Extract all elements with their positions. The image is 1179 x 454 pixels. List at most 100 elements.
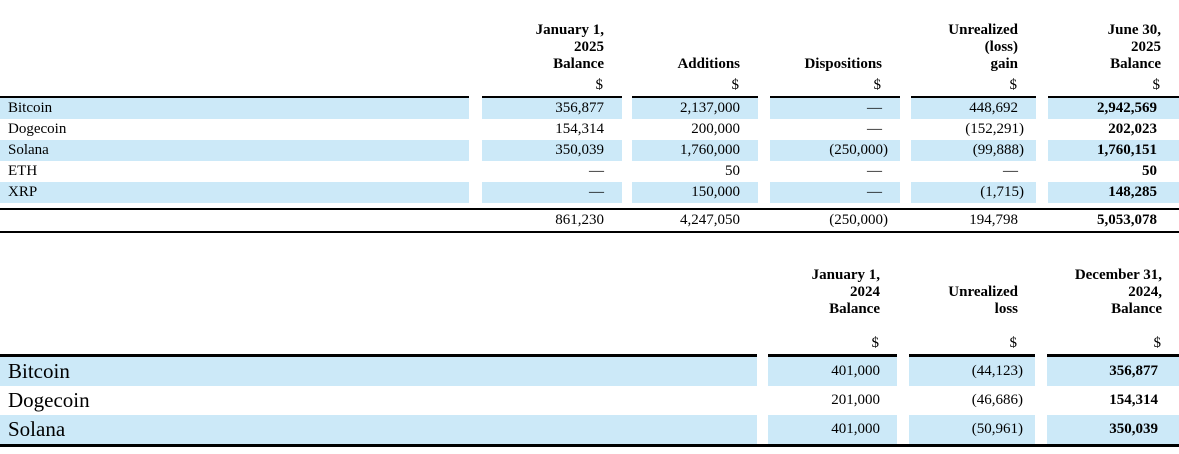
total-value: 4,247,050 xyxy=(632,208,758,233)
column-spacer xyxy=(758,73,770,97)
crypto-balances-table-2024: January 1, 2024 Balance Unrealized loss Decem… xyxy=(0,259,1179,447)
header-row: January 1, 2024 Balance Unrealized loss Decem… xyxy=(0,259,1179,318)
currency-row: $ $ $ xyxy=(0,318,1179,357)
column-header-line: Dispositions xyxy=(804,56,882,72)
cell-value: (152,291) xyxy=(965,121,1024,137)
table-row: Dogecoin 201,000 (46,686) 154,314 xyxy=(0,386,1179,415)
column-spacer xyxy=(900,140,911,161)
total-value: 861,230 xyxy=(482,208,622,233)
column-spacer xyxy=(757,355,768,386)
column-header: January 1, 2025 Balance xyxy=(482,14,622,73)
currency-label-cell xyxy=(0,318,757,357)
currency-symbol: $ xyxy=(768,318,897,357)
currency-symbol: $ xyxy=(770,73,900,98)
column-header: Unrealized loss xyxy=(909,259,1035,318)
column-spacer xyxy=(622,208,632,233)
row-label: Bitcoin xyxy=(0,355,757,386)
currency-symbol: $ xyxy=(1048,73,1179,98)
currency-symbol: $ xyxy=(911,73,1036,98)
column-spacer xyxy=(469,14,482,73)
cell-value: 154,314 xyxy=(555,121,604,137)
cell-value: 401,000 xyxy=(768,415,897,447)
cell-value: 150,000 xyxy=(632,182,758,203)
column-spacer xyxy=(469,140,482,161)
cell-value: (44,123) xyxy=(909,355,1035,386)
cell-value: — xyxy=(1003,163,1018,179)
cell-value: 201,000 xyxy=(831,392,880,408)
column-spacer xyxy=(900,97,911,119)
column-header-line: January 1, xyxy=(811,267,880,283)
column-header-line: Balance xyxy=(1111,301,1162,317)
column-header: Additions xyxy=(632,14,758,73)
cell-value: 50 xyxy=(1142,163,1157,179)
cell-value: 1,760,000 xyxy=(632,140,758,161)
column-spacer xyxy=(1036,182,1048,203)
cell-value: 200,000 xyxy=(691,121,740,137)
column-spacer xyxy=(1035,355,1047,386)
cell-value: 350,039 xyxy=(1047,415,1179,447)
cell-value: 448,692 xyxy=(911,97,1036,119)
cell-value: 154,314 xyxy=(1109,392,1158,408)
column-spacer xyxy=(897,386,909,415)
column-spacer xyxy=(622,14,632,73)
column-header-line: Balance xyxy=(553,56,604,72)
column-spacer xyxy=(622,97,632,119)
cell-value: 1,760,151 xyxy=(1048,140,1179,161)
column-spacer xyxy=(469,119,482,140)
cell-value: 356,877 xyxy=(1047,355,1179,386)
column-header-line: Balance xyxy=(829,301,880,317)
column-spacer xyxy=(1036,97,1048,119)
column-spacer xyxy=(469,161,482,182)
header-row: January 1, 2025 Balance Additions Dispositio… xyxy=(0,14,1179,73)
column-spacer xyxy=(622,119,632,140)
row-label: Bitcoin xyxy=(0,97,469,119)
column-header-line: Additions xyxy=(677,56,740,72)
total-row-label xyxy=(0,208,469,233)
column-spacer xyxy=(1036,161,1048,182)
total-value: 5,053,078 xyxy=(1048,208,1179,233)
column-spacer xyxy=(897,355,909,386)
cell-value: (1,715) xyxy=(911,182,1036,203)
crypto-activity-table-h1-2025: January 1, 2025 Balance Additions Dispositio… xyxy=(0,14,1179,233)
cell-value: 2,137,000 xyxy=(632,97,758,119)
column-header-line: loss xyxy=(994,301,1018,317)
column-header-line: 2024, xyxy=(1128,284,1162,300)
table-row: Solana 350,039 1,760,000 (250,000) (99,888) 1… xyxy=(0,140,1179,161)
column-spacer xyxy=(758,97,770,119)
cell-value: 350,039 xyxy=(482,140,622,161)
column-spacer xyxy=(758,140,770,161)
column-header-line: December 31, xyxy=(1074,267,1162,283)
column-header-line: 2025 xyxy=(574,39,604,55)
cell-value: — xyxy=(482,182,622,203)
column-spacer xyxy=(622,161,632,182)
row-label: XRP xyxy=(0,182,469,203)
column-spacer xyxy=(897,318,909,356)
column-spacer xyxy=(1036,119,1048,140)
column-spacer xyxy=(1036,73,1048,97)
column-header-line: Unrealized xyxy=(948,22,1018,38)
cell-value: 148,285 xyxy=(1048,182,1179,203)
column-spacer xyxy=(1036,140,1048,161)
table-row: Solana 401,000 (50,961) 350,039 xyxy=(0,415,1179,447)
cell-value: 202,023 xyxy=(1108,121,1157,137)
total-value: 194,798 xyxy=(911,208,1036,233)
header-label-cell xyxy=(0,259,757,318)
column-spacer xyxy=(900,119,911,140)
column-spacer xyxy=(757,259,768,318)
column-header: Unrealized (loss) gain xyxy=(911,14,1036,73)
row-label: ETH xyxy=(8,163,38,179)
table-row: Bitcoin 356,877 2,137,000 — 448,692 2,942,569 xyxy=(0,97,1179,119)
table-row: Bitcoin 401,000 (44,123) 356,877 xyxy=(0,355,1179,386)
column-spacer xyxy=(758,14,770,73)
column-spacer xyxy=(1035,386,1047,415)
column-header-line: 2024 xyxy=(850,284,880,300)
column-spacer xyxy=(758,161,770,182)
column-header-line: January 1, xyxy=(535,22,604,38)
cell-value: 2,942,569 xyxy=(1048,97,1179,119)
column-spacer xyxy=(757,318,768,356)
column-spacer xyxy=(622,73,632,97)
cell-value: 50 xyxy=(725,163,740,179)
column-spacer xyxy=(622,140,632,161)
column-spacer xyxy=(622,182,632,203)
column-header-line: Unrealized xyxy=(948,284,1018,300)
